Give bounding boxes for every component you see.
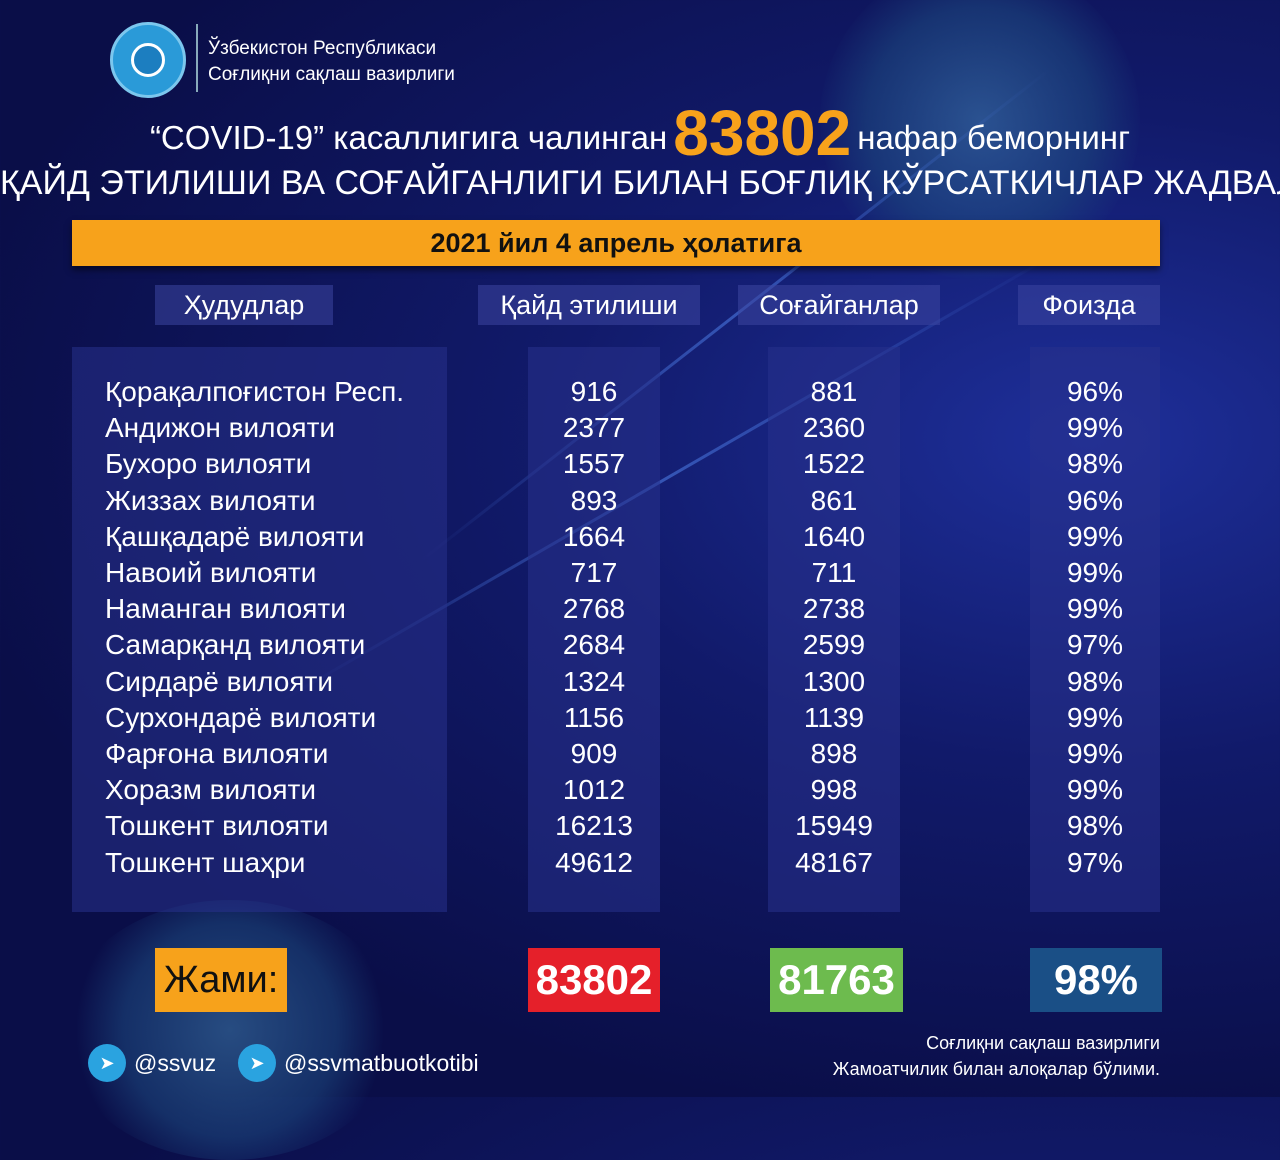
ministry-logo <box>110 22 186 98</box>
recovered-percent: 99% <box>1066 412 1124 444</box>
telegram-icon: ➤ <box>238 1044 276 1082</box>
column-header-recovered: Соғайганлар <box>738 285 940 325</box>
org-line2: Соғлиқни сақлаш вазирлиги <box>208 64 455 85</box>
region-name: Сурхондарё вилояти <box>105 701 377 733</box>
region-name: Хоразм вилояти <box>105 774 316 806</box>
registered-count: 2768 <box>562 593 626 625</box>
total-recovered: 81763 <box>770 948 903 1012</box>
region-name: Тошкент шаҳри <box>105 846 306 878</box>
recovered-panel <box>768 347 900 912</box>
column-header-regions: Ҳудудлар <box>155 285 333 325</box>
total-percent: 98% <box>1030 948 1162 1012</box>
registered-count: 16213 <box>555 810 633 842</box>
date-bar: 2021 йил 4 апрель ҳолатига <box>72 220 1160 266</box>
region-name: Навоий вилояти <box>105 557 317 588</box>
recovered-count: 881 <box>810 376 858 407</box>
social-handle: @ssvuz <box>134 1049 217 1076</box>
registered-count: 1664 <box>562 520 626 552</box>
region-name: Сирдарё вилояти <box>105 665 333 697</box>
registered-count: 1012 <box>562 774 626 806</box>
recovered-percent: 99% <box>1066 738 1124 769</box>
region-name: Фарғона вилояти <box>105 738 329 769</box>
registered-count: 1324 <box>562 665 626 697</box>
region-name: Самарқанд вилояти <box>105 629 366 661</box>
regions-panel <box>72 347 447 912</box>
recovered-percent: 96% <box>1066 376 1124 407</box>
social-handle: @ssvmatbuotkotibi <box>284 1049 479 1076</box>
recovered-percent: 99% <box>1066 520 1124 552</box>
title-line2: ҚАЙД ЭТИЛИШИ ВА СОҒАЙГАНЛИГИ БИЛАН БОҒЛИ… <box>0 164 1280 202</box>
footer-line2: Жамоатчилик билан алоқалар бўлими. <box>832 1059 1160 1079</box>
divider <box>196 24 198 92</box>
registered-count: 717 <box>570 557 618 588</box>
org-line1: Ўзбекистон Республикаси <box>208 38 437 59</box>
column-header-registered: Қайд этилиши <box>478 285 700 325</box>
registered-count: 909 <box>570 738 618 769</box>
registered-count: 1156 <box>563 701 625 733</box>
registered-count: 916 <box>570 376 618 407</box>
recovered-count: 711 <box>811 557 857 588</box>
footer-line1: Соғлиқни сақлаш вазирлиги <box>926 1033 1160 1053</box>
telegram-icon: ➤ <box>88 1044 126 1082</box>
recovered-count: 1522 <box>802 448 866 480</box>
ministry-name: Ўзбекистон Республикаси Соғлиқни сақлаш … <box>208 36 455 88</box>
recovered-percent: 99% <box>1066 701 1124 733</box>
recovered-percent: 98% <box>1066 448 1124 480</box>
region-name: Тошкент вилояти <box>105 810 329 842</box>
recovered-count: 861 <box>810 484 858 516</box>
recovered-percent: 99% <box>1066 593 1124 625</box>
recovered-percent: 97% <box>1066 629 1124 661</box>
registered-count: 2684 <box>562 629 626 661</box>
recovered-count: 48167 <box>795 846 873 878</box>
recovered-count: 1300 <box>802 665 866 697</box>
recovered-count: 998 <box>810 774 858 806</box>
recovered-count: 1139 <box>803 701 865 733</box>
virus-decoration <box>60 900 400 1160</box>
region-name: Қашқадарё вилояти <box>105 520 365 552</box>
recovered-count: 2360 <box>802 412 866 444</box>
column-header-percent: Фоизда <box>1018 285 1160 325</box>
social-link-ssvmatbuotkotibi[interactable]: ➤ @ssvmatbuotkotibi <box>238 1044 479 1082</box>
region-name: Бухоро вилояти <box>105 448 312 480</box>
registered-count: 893 <box>570 484 618 516</box>
title-line1: “COVID-19” касаллигига чалинган83802 нафа… <box>0 96 1280 170</box>
total-label: Жами: <box>155 948 287 1012</box>
registered-panel <box>528 347 660 912</box>
percent-panel <box>1030 347 1160 912</box>
title-part2: нафар беморнинг <box>857 119 1131 156</box>
recovered-percent: 98% <box>1066 810 1124 842</box>
recovered-count: 1640 <box>802 520 866 552</box>
recovered-percent: 96% <box>1066 484 1124 516</box>
recovered-percent: 99% <box>1066 774 1124 806</box>
recovered-percent: 98% <box>1066 665 1124 697</box>
registered-count: 1557 <box>562 448 626 480</box>
recovered-percent: 99% <box>1066 557 1124 588</box>
total-registered: 83802 <box>528 948 660 1012</box>
recovered-percent: 97% <box>1066 846 1124 878</box>
region-name: Қорақалпоғистон Респ. <box>105 376 405 407</box>
recovered-count: 898 <box>810 738 858 769</box>
region-name: Андижон вилояти <box>105 412 336 444</box>
social-link-ssvuz[interactable]: ➤ @ssvuz <box>88 1044 216 1082</box>
title-part1: “COVID-19” касаллигига чалинган <box>149 119 668 156</box>
recovered-count: 2599 <box>802 629 866 661</box>
recovered-count: 15949 <box>795 810 873 842</box>
recovered-count: 2738 <box>802 593 866 625</box>
region-name: Жиззах вилояти <box>105 484 316 516</box>
region-name: Наманган вилояти <box>105 593 346 625</box>
registered-count: 2377 <box>562 412 626 444</box>
registered-count: 49612 <box>555 846 633 878</box>
footer-credit: Соғлиқни сақлаш вазирлиги Жамоатчилик би… <box>833 1030 1160 1082</box>
title-count: 83802 <box>673 97 852 169</box>
